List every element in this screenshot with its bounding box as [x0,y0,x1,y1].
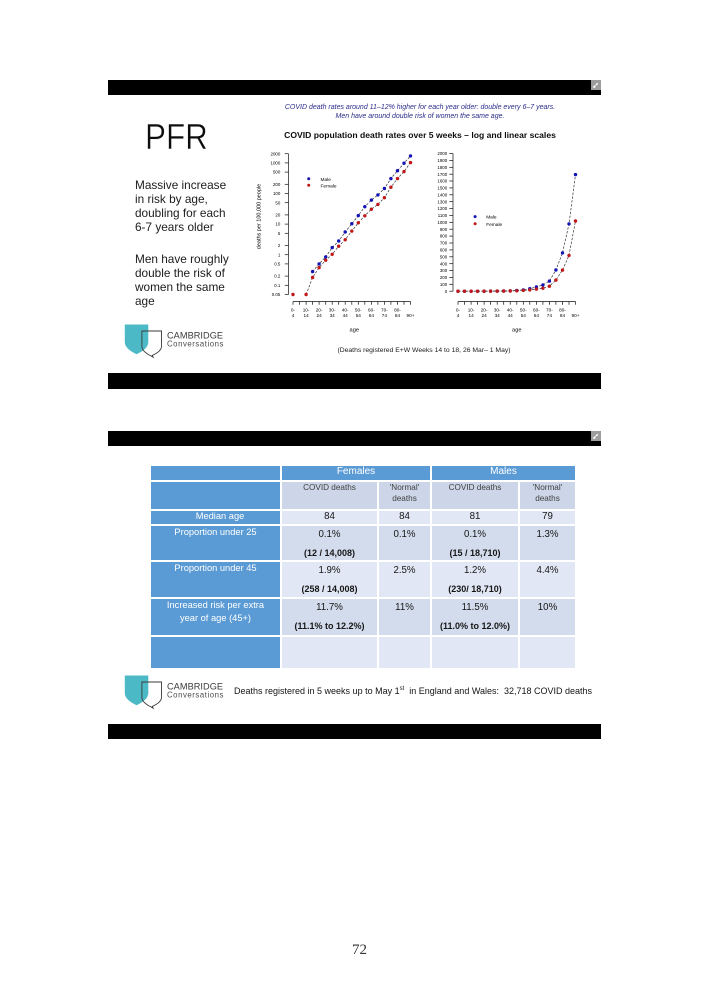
svg-text:700: 700 [440,241,448,246]
svg-text:24: 24 [481,313,487,318]
svg-text:50-: 50- [355,308,362,313]
svg-text:20-: 20- [316,308,323,313]
svg-text:100: 100 [273,191,281,196]
svg-text:74: 74 [547,313,553,318]
svg-text:400: 400 [440,261,448,266]
svg-text:90+: 90+ [407,313,415,318]
svg-text:age: age [350,327,360,333]
svg-text:64: 64 [534,313,540,318]
svg-text:1300: 1300 [437,199,447,204]
svg-text:5: 5 [278,231,281,236]
svg-text:0.5: 0.5 [274,262,281,267]
svg-text:50-: 50- [520,308,527,313]
svg-text:1200: 1200 [437,206,447,211]
svg-text:2: 2 [278,243,281,248]
svg-text:74: 74 [382,313,388,318]
svg-text:70-: 70- [381,308,388,313]
svg-text:Female: Female [486,222,502,228]
svg-text:1000: 1000 [437,220,447,225]
svg-text:60-: 60- [368,308,375,313]
svg-text:CAMBRIDGE: CAMBRIDGE [167,681,223,691]
svg-text:1400: 1400 [437,192,447,197]
svg-text:800: 800 [440,234,448,239]
svg-text:44: 44 [343,313,349,318]
svg-text:50: 50 [275,200,280,205]
svg-text:1: 1 [278,252,281,257]
svg-text:Female: Female [321,183,337,189]
svg-text:44: 44 [508,313,514,318]
svg-text:54: 54 [356,313,362,318]
svg-text:40-: 40- [342,308,349,313]
svg-text:70-: 70- [546,308,553,313]
svg-text:84: 84 [395,313,401,318]
svg-text:2000: 2000 [437,151,447,156]
svg-text:0-: 0- [291,308,296,313]
svg-text:34: 34 [495,313,501,318]
svg-text:14: 14 [303,313,309,318]
svg-text:60-: 60- [533,308,540,313]
svg-text:30-: 30- [494,308,501,313]
svg-text:1100: 1100 [438,213,448,218]
svg-text:age: age [512,327,522,333]
svg-text:200: 200 [273,182,281,187]
svg-text:CAMBRIDGE: CAMBRIDGE [167,330,223,340]
svg-text:10-: 10- [303,308,310,313]
svg-text:0.1: 0.1 [274,283,281,288]
svg-text:40-: 40- [507,308,514,313]
svg-text:10: 10 [275,222,280,227]
svg-text:Male: Male [321,177,332,183]
svg-text:600: 600 [440,248,448,253]
svg-text:10-: 10- [468,308,475,313]
svg-text:1000: 1000 [271,161,281,166]
svg-text:1500: 1500 [437,186,447,191]
svg-text:100: 100 [440,282,448,287]
svg-text:500: 500 [440,254,448,259]
svg-text:14: 14 [468,313,474,318]
svg-text:34: 34 [330,313,336,318]
svg-text:24: 24 [316,313,322,318]
svg-text:1900: 1900 [437,158,447,163]
svg-text:Male: Male [486,215,497,221]
svg-text:0: 0 [445,289,448,294]
svg-text:20-: 20- [481,308,488,313]
svg-text:0.05: 0.05 [272,292,281,297]
svg-text:300: 300 [440,268,448,273]
svg-text:90+: 90+ [572,313,580,318]
svg-text:80-: 80- [394,308,401,313]
svg-text:20: 20 [275,213,280,218]
svg-text:deaths per 100,000 people: deaths per 100,000 people [257,184,263,249]
svg-text:1700: 1700 [437,172,447,177]
svg-text:200: 200 [440,275,448,280]
svg-text:4: 4 [292,313,295,318]
svg-text:Conversations: Conversations [167,691,224,700]
svg-text:0-: 0- [456,308,461,313]
svg-text:1600: 1600 [437,179,447,184]
svg-text:2000: 2000 [271,151,281,156]
svg-text:500: 500 [273,170,281,175]
svg-text:900: 900 [440,227,448,232]
svg-text:80-: 80- [559,308,566,313]
svg-text:4: 4 [457,313,460,318]
svg-text:Conversations: Conversations [167,339,224,348]
svg-text:64: 64 [369,313,375,318]
svg-text:84: 84 [560,313,566,318]
svg-text:0.2: 0.2 [274,274,281,279]
svg-text:1800: 1800 [437,165,447,170]
svg-text:30-: 30- [329,308,336,313]
svg-text:54: 54 [521,313,527,318]
